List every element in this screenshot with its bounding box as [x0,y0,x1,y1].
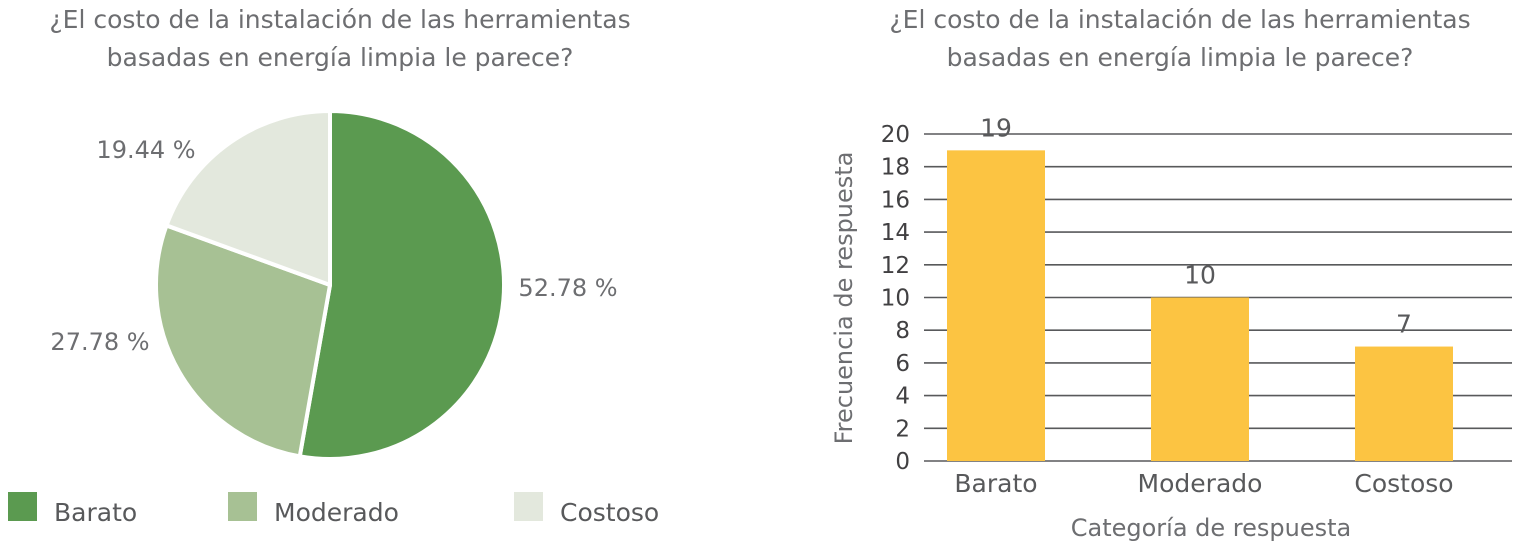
legend-swatch-moderado [228,492,257,521]
bar-barato [947,150,1045,461]
pie-chart-panel: ¿El costo de la instalación de las herra… [8,5,659,527]
pie-chart-title-line-2: basadas en energía limpia le parece? [107,43,574,72]
bar-x-axis-title: Categoría de respuesta [1071,514,1352,542]
legend-swatch-costoso [514,492,543,521]
bar-moderado [1151,297,1249,461]
y-tick-label-16: 16 [881,187,910,213]
y-tick-label-12: 12 [881,253,910,279]
pie-chart-title-line-1: ¿El costo de la instalación de las herra… [49,5,630,34]
y-tick-label-10: 10 [881,286,910,312]
pie-label-barato: 52.78 % [518,274,617,302]
bar-value-label-costoso: 7 [1396,310,1412,339]
y-tick-label-4: 4 [895,384,910,410]
y-tick-label-8: 8 [895,318,910,344]
bar-bars [947,150,1453,461]
x-tick-label-costoso: Costoso [1354,469,1453,498]
bar-chart-panel: ¿El costo de la instalación de las herra… [830,5,1512,542]
pie-slice-moderado [154,223,332,459]
pie-label-costoso: 19.44 % [96,136,195,164]
x-tick-label-barato: Barato [954,469,1037,498]
pie-labels: 52.78 % 27.78 % 19.44 % [50,136,617,356]
legend-swatch-barato [8,492,37,521]
pie-label-moderado: 27.78 % [50,328,149,356]
bar-x-tick-labels: Barato Moderado Costoso [954,469,1453,498]
pie-legend: Barato Moderado Costoso [8,492,659,527]
pie-slices [154,109,507,461]
bar-chart-title-line-2: basadas en energía limpia le parece? [947,43,1414,72]
bar-y-tick-labels: 0 2 4 6 8 10 12 14 16 18 20 [881,122,910,475]
y-tick-label-14: 14 [881,220,910,246]
legend-label-moderado: Moderado [274,498,399,527]
bar-chart-title-line-1: ¿El costo de la instalación de las herra… [889,5,1470,34]
legend-label-barato: Barato [54,498,137,527]
bar-value-label-barato: 19 [980,113,1012,142]
x-tick-label-moderado: Moderado [1138,469,1263,498]
y-tick-label-18: 18 [881,155,910,181]
bar-value-labels: 19 10 7 [980,113,1412,338]
y-tick-label-20: 20 [881,122,910,148]
y-tick-label-0: 0 [895,449,910,475]
pie-slice-costoso [164,109,332,287]
pie-slice-barato [297,109,507,461]
bar-value-label-moderado: 10 [1184,261,1216,290]
bar-y-axis-title: Frecuencia de respuesta [830,152,858,445]
legend-label-costoso: Costoso [560,498,659,527]
y-tick-label-2: 2 [895,416,910,442]
bar-costoso [1355,346,1453,461]
y-tick-label-6: 6 [895,351,910,377]
